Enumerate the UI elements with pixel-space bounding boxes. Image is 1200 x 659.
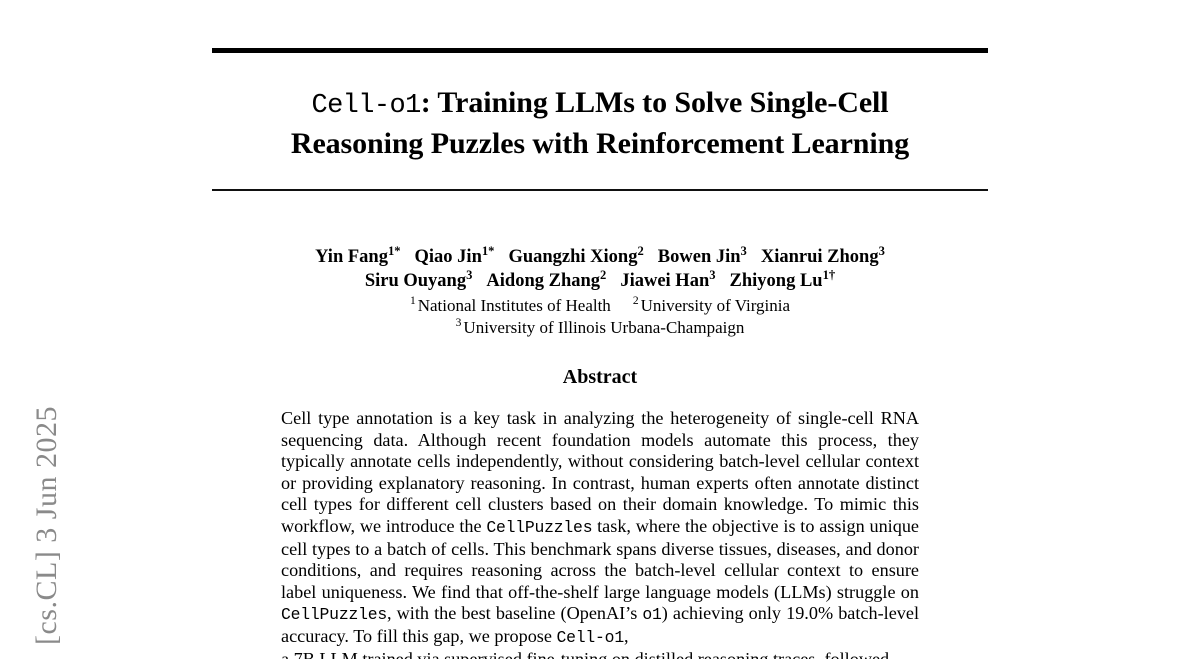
affiliation-row: 3 University of Illinois Urbana-Champaign bbox=[212, 317, 988, 339]
affiliation-marker: 1 bbox=[409, 294, 416, 308]
author-affiliation-marker: 3 bbox=[466, 267, 473, 282]
author-name: Zhiyong Lu1† bbox=[729, 267, 836, 291]
author-name: Guangzhi Xiong2 bbox=[508, 243, 644, 267]
author-name: Qiao Jin1* bbox=[414, 243, 495, 267]
author-affiliation-marker: 3 bbox=[709, 267, 716, 282]
title-line-2: Reasoning Puzzles with Reinforcement Lea… bbox=[290, 127, 910, 160]
abstract-mono-token: CellPuzzles bbox=[281, 605, 387, 625]
abstract-clipped-line: a 7B LLM trained via supervised fine-tun… bbox=[281, 648, 890, 659]
abstract-mono-token: CellPuzzles bbox=[486, 517, 593, 537]
affiliation-entry: 1 National Institutes of Health bbox=[409, 294, 611, 315]
title-line-1-rest: : Training LLMs to Solve Single-Cell bbox=[420, 86, 889, 119]
affiliation-marker: 2 bbox=[632, 294, 639, 308]
author-name: Aidong Zhang2 bbox=[486, 267, 607, 291]
affiliation-entry: 3 University of Illinois Urbana-Champaign bbox=[455, 316, 745, 337]
abstract-body: Cell type annotation is a key task in an… bbox=[281, 408, 919, 659]
abstract-heading: Abstract bbox=[562, 366, 638, 388]
title-rule-top bbox=[212, 48, 988, 53]
author-affiliation-marker: 3 bbox=[878, 243, 885, 258]
author-affiliation-marker: 1† bbox=[822, 267, 836, 282]
abstract-mono-token: Cell-o1 bbox=[556, 627, 625, 647]
author-name: Jiawei Han3 bbox=[620, 267, 716, 291]
author-block: Yin Fang1* Qiao Jin1* Guangzhi Xiong2 Bowen… bbox=[212, 245, 988, 339]
author-affiliation-marker: 2 bbox=[637, 243, 644, 258]
affiliation-block: 1 National Institutes of Health 2 Universit… bbox=[212, 295, 988, 339]
abstract-text: Cell type annotation is a key task in an… bbox=[281, 408, 919, 647]
author-name: Bowen Jin3 bbox=[657, 243, 747, 267]
author-affiliation-marker: 1* bbox=[481, 243, 495, 258]
author-row: Yin Fang1* Qiao Jin1* Guangzhi Xiong2 Bowen… bbox=[212, 245, 988, 269]
title-mono-token: Cell-o1 bbox=[311, 91, 421, 121]
page-title: Cell-o1: Training LLMs to Solve Single-C… bbox=[212, 84, 988, 162]
author-affiliation-marker: 3 bbox=[740, 243, 747, 258]
author-affiliation-marker: 1* bbox=[387, 243, 401, 258]
title-rule-bottom bbox=[212, 189, 988, 191]
abstract-mono-token: o1 bbox=[642, 605, 662, 625]
author-name: Yin Fang1* bbox=[315, 243, 401, 267]
affiliation-entry: 2 University of Virginia bbox=[632, 294, 791, 315]
author-row: Siru Ouyang3 Aidong Zhang2 Jiawei Han3 Zhiy… bbox=[212, 269, 988, 293]
affiliation-marker: 3 bbox=[455, 316, 462, 330]
author-name: Siru Ouyang3 bbox=[364, 267, 473, 291]
author-affiliation-marker: 2 bbox=[600, 267, 607, 282]
author-name: Xianrui Zhong3 bbox=[760, 243, 885, 267]
affiliation-row: 1 National Institutes of Health 2 Universit… bbox=[212, 295, 988, 317]
